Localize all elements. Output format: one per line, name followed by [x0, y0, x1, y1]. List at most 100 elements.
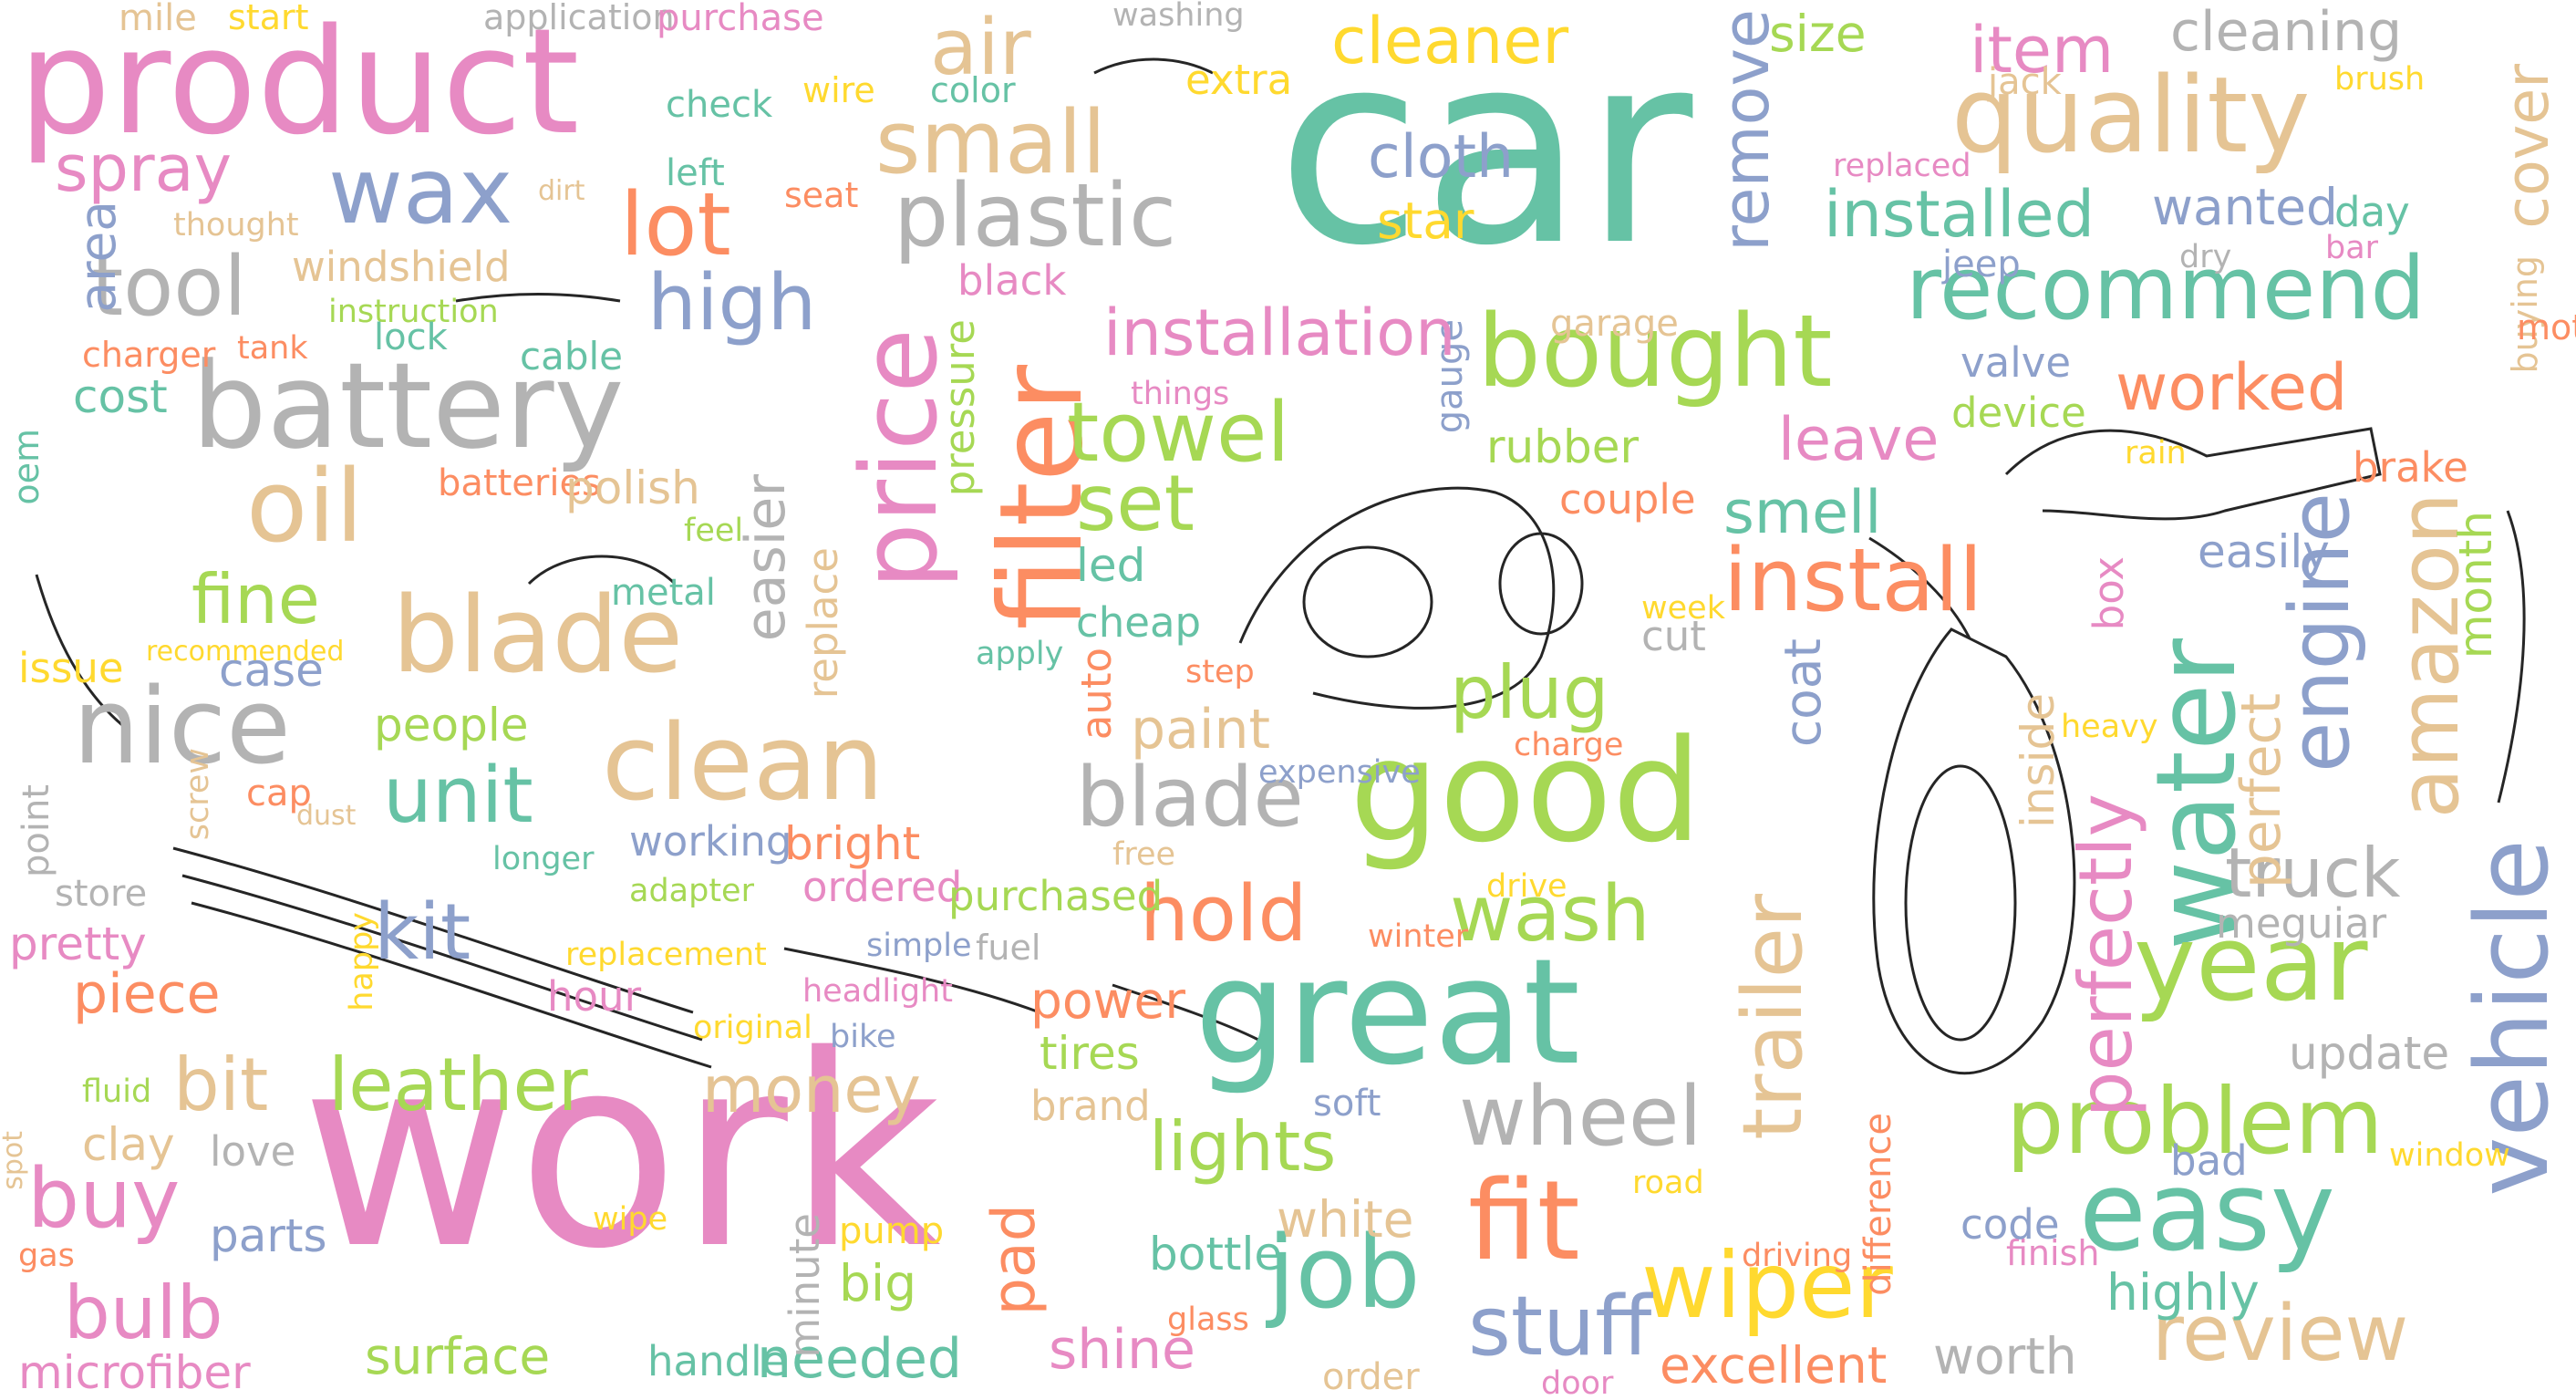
word-dirt: dirt: [538, 175, 585, 207]
word-high: high: [647, 258, 817, 348]
word-motorcycle: motorcycle: [2517, 307, 2576, 347]
word-cloth: cloth: [1368, 123, 1515, 192]
word-jeep: jeep: [1942, 244, 2021, 285]
word-pump: pump: [839, 1210, 945, 1252]
word-things: things: [1131, 376, 1230, 412]
word-perfectly: perfectly: [2064, 793, 2148, 1118]
word-screw: screw: [180, 748, 216, 841]
word-road: road: [1632, 1165, 1704, 1201]
word-start: start: [228, 0, 309, 37]
word-wanted: wanted: [2152, 178, 2338, 236]
word-case: case: [219, 644, 324, 697]
word-worked: worked: [2116, 350, 2348, 425]
word-worth: worth: [1933, 1327, 2077, 1385]
word-spot: spot: [0, 1131, 29, 1190]
word-original: original: [693, 1010, 812, 1046]
word-point: point: [16, 784, 57, 878]
word-issue: issue: [18, 644, 124, 692]
word-spray: spray: [55, 131, 233, 206]
word-glass: glass: [1167, 1301, 1249, 1338]
word-size: size: [1769, 5, 1867, 63]
word-box: box: [2085, 556, 2133, 631]
word-winter: winter: [1368, 918, 1469, 955]
word-rubber: rubber: [1486, 420, 1640, 473]
word-work: work: [301, 1000, 941, 1307]
word-adapter: adapter: [629, 873, 754, 909]
word-headlight: headlight: [802, 973, 953, 1010]
word-black: black: [957, 256, 1067, 305]
word-tires: tires: [1040, 1027, 1140, 1080]
word-hour: hour: [547, 972, 642, 1021]
word-surface: surface: [365, 1327, 551, 1385]
word-valve: valve: [1960, 338, 2072, 387]
word-fluid: fluid: [82, 1073, 152, 1110]
word-auto: auto: [1072, 648, 1121, 741]
word-purchased: purchased: [948, 872, 1164, 920]
word-year: year: [2134, 903, 2368, 1025]
word-good: good: [1350, 709, 1702, 874]
word-happy: happy: [344, 912, 380, 1011]
word-cleaning: cleaning: [2170, 0, 2403, 64]
word-bulb: bulb: [64, 1270, 223, 1355]
word-tool: tool: [91, 239, 247, 335]
word-lights: lights: [1149, 1106, 1337, 1187]
word-paint: paint: [1131, 698, 1271, 762]
word-cap: cap: [246, 773, 312, 814]
word-product: product: [18, 0, 580, 167]
word-store: store: [55, 873, 148, 915]
word-easy: easy: [2079, 1149, 2335, 1276]
word-easier: easier: [734, 474, 798, 642]
word-money: money: [702, 1053, 921, 1127]
word-fuel: fuel: [976, 928, 1041, 968]
word-stuff: stuff: [1468, 1279, 1652, 1374]
word-car: car: [1277, 0, 1693, 304]
word-cable: cable: [520, 334, 623, 379]
word-bar: bar: [2325, 230, 2379, 266]
word-finish: finish: [2006, 1233, 2100, 1273]
word-update: update: [2289, 1027, 2450, 1080]
word-area: area: [68, 201, 127, 313]
word-big: big: [839, 1254, 917, 1312]
word-dust: dust: [296, 800, 357, 832]
word-microfiber: microfiber: [18, 1346, 251, 1399]
word-free: free: [1112, 836, 1176, 873]
word-truck: truck: [2225, 833, 2401, 913]
word-driving: driving: [1742, 1238, 1853, 1274]
word-air: air: [930, 3, 1031, 93]
word-code: code: [1960, 1200, 2060, 1249]
word-bought: bought: [1477, 293, 1833, 410]
word-shine: shine: [1049, 1318, 1195, 1382]
word-towel: towel: [1067, 385, 1290, 481]
word-longer: longer: [492, 841, 595, 877]
word-plastic: plastic: [894, 166, 1177, 266]
word-lock: lock: [374, 316, 448, 358]
word-instruction: instruction: [328, 294, 499, 330]
word-difference: difference: [1857, 1113, 1899, 1296]
word-metal: metal: [611, 572, 716, 614]
word-install: install: [1723, 531, 1983, 631]
word-charge: charge: [1514, 727, 1624, 763]
word-plug: plug: [1450, 650, 1609, 735]
word-small: small: [875, 93, 1107, 193]
word-great: great: [1195, 927, 1581, 1097]
word-inside: inside: [2012, 693, 2064, 829]
word-cover: cover: [2494, 64, 2562, 229]
word-expensive: expensive: [1258, 754, 1421, 791]
word-couple: couple: [1559, 475, 1696, 524]
word-wash: wash: [1450, 869, 1650, 959]
word-replace: replace: [799, 547, 847, 700]
word-clay: clay: [82, 1118, 175, 1171]
word-star: star: [1377, 192, 1474, 250]
word-door: door: [1541, 1365, 1614, 1400]
word-meguiar: meguiar: [2216, 899, 2387, 948]
word-thought: thought: [173, 207, 299, 244]
word-wheel: wheel: [1459, 1069, 1702, 1165]
word-parts: parts: [210, 1209, 327, 1262]
word-wipe: wipe: [593, 1201, 668, 1238]
word-wiper: wiper: [1641, 1232, 1893, 1339]
word-piece: piece: [73, 962, 221, 1026]
word-cleaner: cleaner: [1331, 4, 1569, 78]
word-oem: oem: [6, 429, 47, 505]
word-smell: smell: [1723, 479, 1882, 547]
word-installed: installed: [1824, 177, 2095, 252]
